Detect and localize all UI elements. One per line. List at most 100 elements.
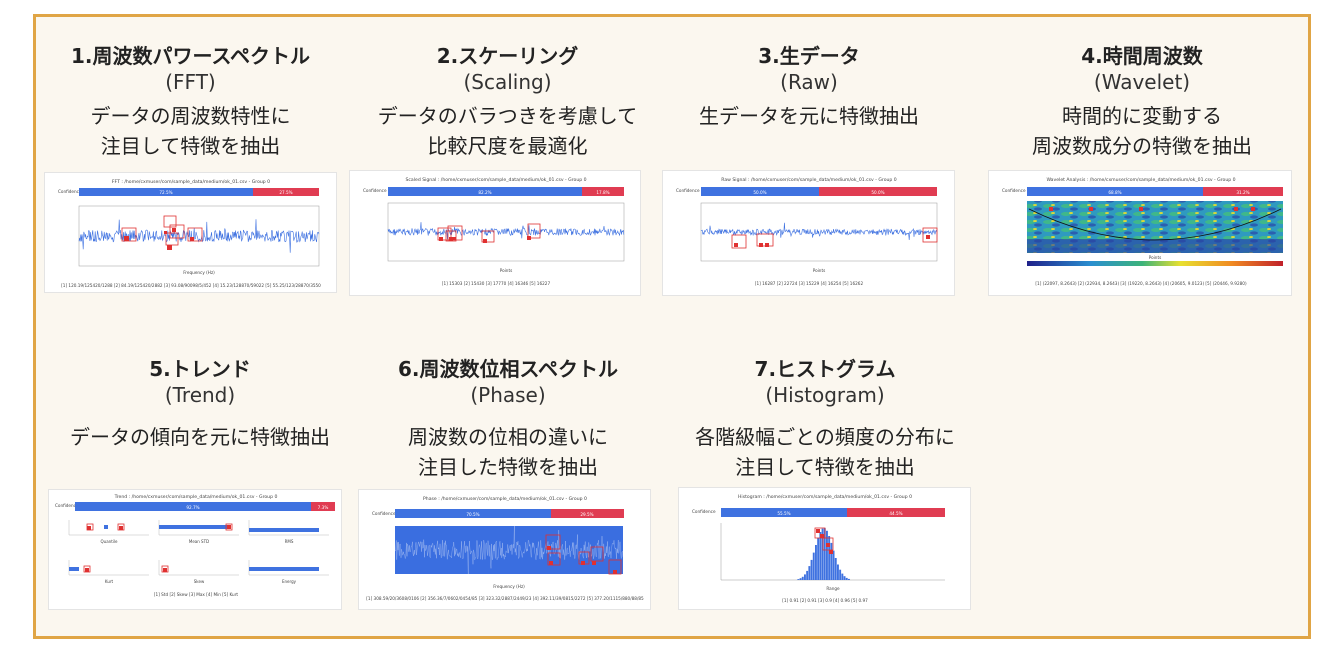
signal-line [78,219,320,253]
histogram-bar [819,532,822,580]
thumb-footer: [1] 308.59/20/3608/0106 [2] 356.36/7/060… [366,596,644,601]
x-axis-label: Range [826,586,840,591]
panel-label: Quantile [101,539,118,544]
confidence-red-pct: 50.0% [871,190,884,195]
confidence-blue-pct: 72.5% [159,190,172,195]
item-subtitle: (Wavelet) [1093,70,1191,94]
item-fft: 1.周波数パワースペクトル (FFT) データの周波数特性に 注目して特徴を抽出 [43,43,338,161]
peak-points [1049,207,1255,211]
item-title: 4.時間周波数 [1081,44,1203,68]
thumbnail-wavelet: Wavelet Analysis : /home/cxmuser/com/sam… [988,170,1292,296]
signal-line [700,222,938,241]
thumb-footer: [1] 0.91 [2] 0.91 [3] 0.9 [4] 0.96 [5] 0… [782,598,868,603]
histogram-bar [830,542,833,580]
peak-points [734,235,930,247]
confidence-blue-pct: 82.2% [478,190,491,195]
thumbnail-phase: Phase : /home/cxmuser/com/sample_data/me… [358,489,651,610]
confidence-bar-red [311,502,335,511]
thumbnail-trend: Trend : /home/cxmuser/com/sample_data/me… [48,489,342,610]
thumb-footer: [1] (22097, 8.2643) [2] (22934, 8.2643) … [1035,281,1247,286]
item-description: 時間的に変動する 周波数成分の特徴を抽出 [1032,104,1252,158]
confidence-bar-red [1203,187,1283,196]
histogram-bar [832,550,835,580]
confidence-bar-blue [701,187,819,196]
item-description: データの周波数特性に 注目して特徴を抽出 [90,104,291,158]
x-axis-label: Points [1149,255,1162,260]
item-raw: 3.生データ (Raw) 生データを元に特徴抽出 [664,43,954,131]
histogram-bar [839,569,842,580]
confidence-blue-pct: 92.7% [186,505,199,510]
thumb-footer: [1] 15303 [2] 15430 [3] 17770 [4] 16346 … [442,281,551,286]
panel-label: RMS [285,539,294,544]
x-axis-label: Frequency (Hz) [183,270,215,275]
confidence-blue-pct: 70.5% [466,512,479,517]
confidence-red-pct: 17.8% [596,190,609,195]
confidence-bar-red [847,508,945,517]
item-description: データの傾向を元に特徴抽出 [70,425,330,449]
panel-label: Mean STD [189,539,209,544]
color-bar [1027,261,1283,266]
confidence-bar-red [819,187,937,196]
histogram-bar [797,579,800,580]
item-description: 各階級幅ごとの頻度の分布に 注目して特徴を抽出 [695,425,955,479]
histogram-bar [808,566,811,580]
thumb-footer: [1] 16287 [2] 22724 [3] 15229 [4] 16254 … [755,281,864,286]
item-title: 1.周波数パワースペクトル [70,44,311,68]
thumbnail-histogram: Histogram : /home/cxmuser/com/sample_dat… [678,487,971,610]
thumb-confidence-label: Confidence [676,188,700,193]
signal-line [387,222,625,240]
thumb-confidence-label: Confidence [692,509,716,514]
item-title: 6.周波数位相スペクトル [397,357,619,381]
confidence-bar-blue [388,187,582,196]
confidence-bar-blue [395,509,551,518]
histogram-bar [821,528,824,580]
histogram-bar [810,559,813,580]
x-axis-label: Frequency (Hz) [493,584,525,589]
histogram-bar [837,564,839,580]
histogram-bar [848,578,850,580]
x-axis-label: Points [500,268,513,273]
thumb-confidence-label: Confidence [55,503,79,508]
item-title: 5.トレンド [149,357,251,381]
thumb-confidence-label: Confidence [372,511,396,516]
peak-points [547,546,617,574]
confidence-bar-red [253,188,319,196]
thumbnail-raw: Raw Signal : /home/cxmuser/com/sample_da… [662,170,955,296]
histogram-bar [834,558,837,580]
confidence-bar-blue [75,502,311,511]
thumb-header: FFT : /home/cxmuser/com/sample_data/medi… [112,179,270,185]
histogram-bar [817,537,820,580]
peak-points [439,236,531,243]
item-description: 生データを元に特徴抽出 [699,104,919,128]
confidence-bar-blue [79,188,253,196]
thumb-confidence-label: Confidence [58,189,82,194]
confidence-bar-blue [1027,187,1203,196]
histogram-bar [823,528,826,580]
thumbnail-scaling: Scaled Signal : /home/cxmuser/com/sample… [349,170,641,296]
item-subtitle: (Scaling) [463,70,552,94]
item-subtitle: (Histogram) [765,383,885,407]
plot-area [78,205,320,267]
item-description: 周波数の位相の違いに 注目した特徴を抽出 [408,425,608,479]
item-histogram: 7.ヒストグラム (Histogram) 各階級幅ごとの頻度の分布に 注目して特… [680,356,970,482]
confidence-bar-red [582,187,624,196]
item-subtitle: (FFT) [165,70,216,94]
item-trend: 5.トレンド (Trend) データの傾向を元に特徴抽出 [50,356,350,452]
histogram-bar [845,577,848,580]
confidence-blue-pct: 68.8% [1108,190,1121,195]
panel-label: Energy [282,579,297,584]
thumb-header: Scaled Signal : /home/cxmuser/com/sample… [405,177,586,183]
peak-points [816,529,833,554]
histogram-bar [841,573,844,580]
histogram-bars [797,528,850,580]
histogram-bar [815,545,817,580]
thumb-header: Phase : /home/cxmuser/com/sample_data/me… [423,496,587,502]
peak-points [124,228,194,250]
thumbnail-fft: FFT : /home/cxmuser/com/sample_data/medi… [44,172,337,293]
confidence-blue-pct: 55.5% [777,511,790,516]
histogram-bar [828,536,831,580]
thumb-header: Trend : /home/cxmuser/com/sample_data/me… [114,494,278,500]
confidence-blue-pct: 50.0% [753,190,766,195]
confidence-red-pct: 27.5% [279,190,292,195]
confidence-red-pct: 7.3% [318,505,329,510]
